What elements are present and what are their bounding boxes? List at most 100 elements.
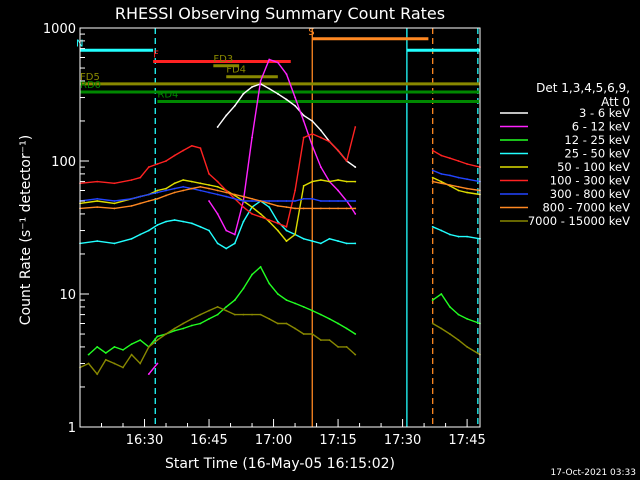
data-point: [466, 163, 468, 165]
data-point: [199, 185, 202, 188]
series-6: [79, 169, 481, 202]
data-point: [259, 200, 262, 202]
data-point: [311, 144, 314, 147]
data-point: [242, 195, 245, 198]
data-point: [96, 200, 99, 202]
data-point: [251, 313, 253, 316]
data-point: [216, 213, 219, 215]
data-point: [337, 189, 339, 192]
data-point: [319, 200, 322, 202]
data-point: [165, 194, 167, 197]
data-point: [440, 327, 443, 330]
data-point: [147, 193, 150, 196]
data-point: [276, 61, 279, 64]
data-point: [147, 229, 150, 232]
data-point: [350, 206, 352, 209]
data-point: [268, 317, 271, 320]
data-point: [285, 200, 288, 202]
data-point: [104, 358, 107, 361]
data-point: [354, 207, 357, 210]
data-point: [276, 204, 279, 207]
data-point: [216, 185, 219, 188]
data-point: [173, 182, 176, 185]
data-point: [242, 92, 245, 95]
data-point: [319, 207, 322, 210]
legend-item: 7000 - 15000 keV: [528, 214, 630, 228]
data-point: [173, 219, 176, 221]
data-point: [285, 225, 288, 228]
data-point: [251, 273, 253, 276]
data-point: [440, 180, 443, 183]
data-point: [165, 220, 167, 223]
data-point: [431, 299, 434, 301]
data-point: [354, 242, 357, 245]
data-point: [199, 182, 202, 185]
data-point: [268, 282, 271, 285]
x-tick-label: 17:15: [319, 433, 356, 448]
data-point: [190, 317, 193, 320]
data-point: [345, 160, 348, 162]
marker-label: F: [153, 49, 159, 60]
data-point: [156, 191, 159, 194]
data-point: [208, 184, 210, 186]
data-point: [431, 169, 434, 172]
data-point: [182, 149, 185, 152]
marker-label: RD0: [80, 80, 101, 91]
data-point: [96, 206, 99, 209]
y-axis-label: Count Rate (s⁻¹ detector⁻¹): [18, 135, 34, 325]
data-point: [251, 86, 253, 88]
data-point: [354, 126, 357, 128]
data-point: [199, 322, 202, 325]
data-point: [328, 180, 331, 183]
x-axis: 16:30 16:45 17:00 17:15 17:30 17:45: [79, 419, 486, 448]
data-point: [448, 233, 451, 236]
data-point: [285, 98, 288, 101]
legend-item: 25 - 50 keV: [564, 147, 630, 161]
data-point: [259, 80, 262, 82]
legend-item: 300 - 800 keV: [550, 187, 630, 201]
data-point: [242, 206, 245, 209]
data-point: [328, 317, 331, 320]
data-point: [285, 229, 288, 232]
data-point: [466, 178, 468, 181]
data-point: [440, 182, 443, 185]
y-axis: 1 10 100 1000: [43, 22, 89, 436]
data-point: [259, 215, 262, 218]
timestamp: 17-Oct-2021 03:33: [551, 468, 636, 478]
data-point: [225, 191, 228, 194]
data-point: [96, 240, 99, 242]
data-point: [319, 166, 322, 168]
data-point: [457, 189, 460, 192]
data-point: [276, 322, 279, 325]
data-point: [165, 160, 167, 162]
data-point: [156, 163, 159, 165]
y-tick-label: 100: [51, 155, 76, 170]
data-point: [216, 189, 219, 192]
data-point: [147, 166, 150, 168]
x-tick-label: 17:45: [448, 433, 485, 448]
data-point: [199, 189, 202, 192]
data-point: [345, 207, 348, 210]
data-point: [440, 293, 443, 295]
data-point: [139, 195, 142, 198]
x-tick-label: 17:00: [255, 433, 292, 448]
data-point: [345, 327, 348, 330]
data-point: [130, 179, 133, 181]
data-point: [251, 136, 253, 139]
data-point: [182, 327, 185, 330]
data-point: [294, 327, 296, 330]
data-point: [354, 180, 357, 183]
data-point: [104, 352, 107, 354]
data-point: [448, 184, 451, 186]
data-point: [337, 149, 339, 152]
data-point: [457, 185, 460, 188]
data-point: [182, 220, 185, 223]
data-point: [354, 166, 357, 168]
x-tick-label: 16:30: [126, 433, 163, 448]
series-7: [79, 180, 481, 210]
data-point: [190, 187, 193, 190]
data-point: [113, 200, 116, 202]
data-point: [156, 197, 159, 200]
